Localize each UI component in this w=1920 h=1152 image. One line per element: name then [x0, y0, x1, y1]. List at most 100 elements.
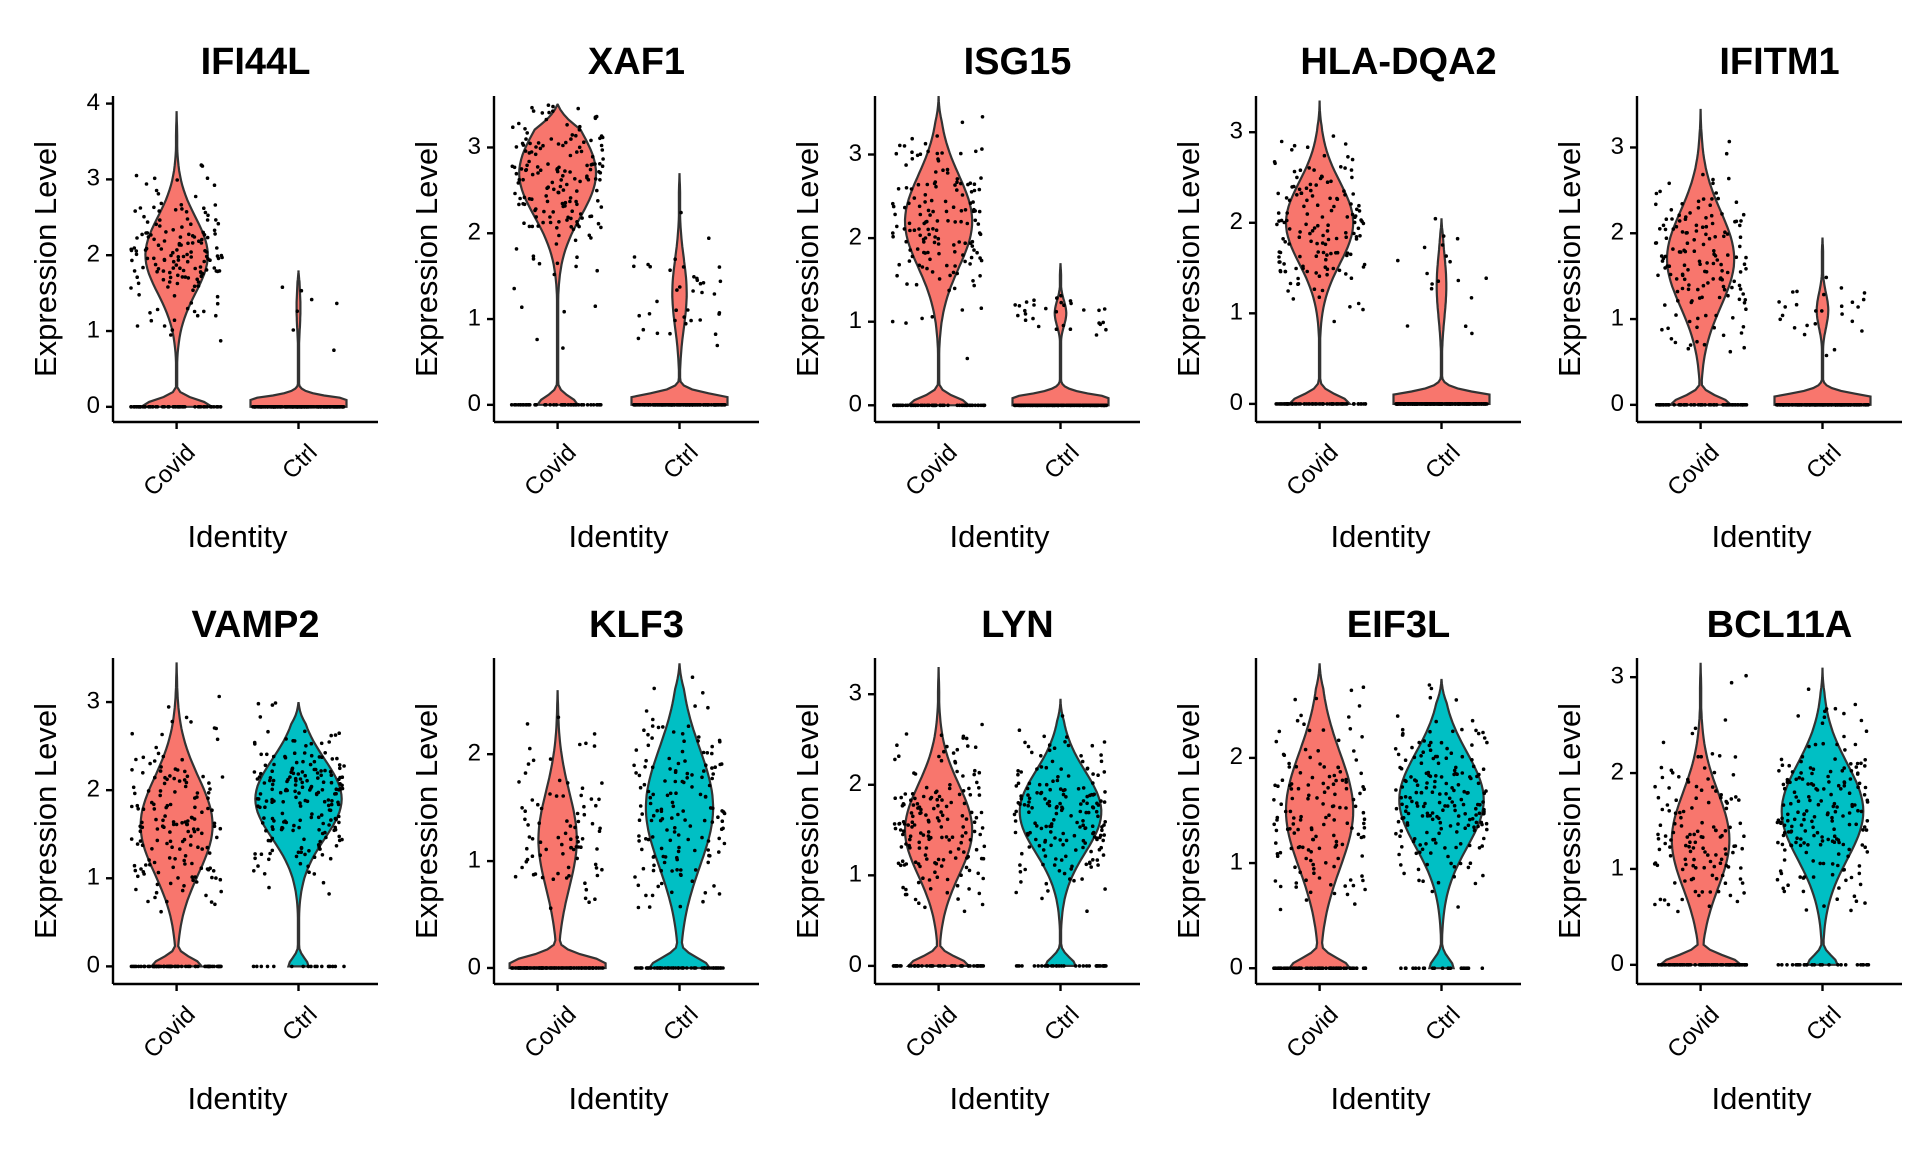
jitter-point — [925, 266, 929, 271]
jitter-point — [1818, 861, 1822, 866]
jitter-point — [1308, 890, 1313, 895]
jitter-point — [909, 403, 913, 408]
jitter-point — [1456, 905, 1460, 909]
jitter-point — [935, 219, 940, 223]
jitter-point — [578, 742, 582, 747]
jitter-point — [953, 964, 957, 968]
jitter-point — [531, 254, 536, 258]
jitter-point — [1430, 790, 1435, 794]
jitter-point — [275, 405, 280, 409]
jitter-point — [1720, 212, 1724, 216]
jitter-point — [680, 779, 685, 784]
jitter-point — [1449, 751, 1454, 755]
jitter-point — [1792, 790, 1797, 794]
jitter-point — [1820, 835, 1824, 839]
jitter-point — [1084, 964, 1089, 968]
jitter-point — [332, 348, 336, 353]
jitter-point — [1794, 302, 1799, 307]
jitter-point — [910, 825, 914, 829]
jitter-point — [1044, 403, 1049, 408]
jitter-point — [574, 133, 578, 138]
jitter-point — [901, 820, 906, 824]
jitter-point — [648, 801, 653, 806]
jitter-point — [949, 964, 954, 968]
jitter-point — [1452, 803, 1457, 808]
jitter-point — [133, 791, 137, 796]
y-axis-label: Expression Level — [1171, 703, 1206, 939]
jitter-point — [701, 750, 706, 755]
jitter-point — [1734, 219, 1739, 224]
jitter-point — [1445, 746, 1449, 751]
jitter-point — [159, 201, 164, 206]
jitter-point — [1694, 223, 1699, 228]
jitter-point — [1658, 897, 1663, 902]
jitter-point — [687, 403, 692, 407]
jitter-point — [1332, 818, 1336, 822]
jitter-point — [1430, 817, 1435, 822]
panel-title: IFI44L — [201, 41, 311, 83]
jitter-point — [190, 861, 194, 866]
jitter-point — [170, 845, 174, 849]
jitter-point — [932, 806, 936, 811]
jitter-point — [1030, 806, 1034, 810]
jitter-point — [910, 792, 915, 796]
jitter-point — [264, 828, 268, 833]
jitter-point — [928, 257, 932, 262]
jitter-point — [1862, 291, 1867, 295]
jitter-point — [167, 856, 172, 860]
jitter-point — [1480, 822, 1484, 827]
jitter-point — [1812, 833, 1816, 838]
jitter-point — [175, 964, 180, 969]
jitter-point — [574, 845, 579, 849]
jitter-point — [636, 883, 641, 888]
jitter-point — [979, 810, 984, 815]
jitter-point — [632, 264, 636, 269]
jitter-point — [155, 882, 160, 887]
jitter-point — [1450, 786, 1454, 790]
jitter-point — [1307, 402, 1312, 406]
jitter-point — [294, 760, 299, 765]
jitter-point — [896, 403, 900, 408]
jitter-point — [1679, 824, 1684, 828]
jitter-point — [154, 222, 158, 227]
jitter-point — [1363, 887, 1367, 892]
jitter-point — [1783, 848, 1787, 852]
jitter-point — [1677, 250, 1682, 254]
jitter-point — [974, 815, 979, 820]
jitter-point — [1859, 718, 1864, 723]
jitter-point — [1344, 780, 1348, 784]
jitter-point — [197, 239, 201, 243]
jitter-point — [531, 872, 536, 877]
jitter-point — [569, 403, 574, 407]
jitter-point — [1796, 799, 1801, 803]
jitter-point — [1707, 236, 1712, 241]
jitter-point — [918, 212, 923, 217]
jitter-point — [685, 776, 689, 780]
jitter-point — [1694, 784, 1699, 789]
jitter-point — [291, 828, 295, 833]
jitter-point — [691, 289, 695, 293]
jitter-point — [706, 705, 710, 710]
jitter-point — [1803, 829, 1808, 833]
jitter-point — [1099, 753, 1103, 757]
jitter-point — [270, 703, 275, 707]
jitter-point — [531, 109, 536, 113]
jitter-point — [1666, 902, 1671, 907]
jitter-point — [1850, 802, 1854, 807]
jitter-point — [708, 854, 712, 858]
jitter-point — [720, 819, 725, 823]
jitter-point — [567, 874, 571, 878]
y-tick-label: 0 — [468, 953, 481, 980]
jitter-point — [1482, 791, 1487, 795]
jitter-point — [659, 807, 664, 812]
jitter-point — [648, 795, 653, 800]
jitter-point — [700, 290, 704, 295]
jitter-point — [175, 248, 179, 252]
jitter-point — [582, 140, 586, 144]
jitter-point — [935, 151, 940, 156]
jitter-point — [942, 749, 946, 754]
jitter-point — [253, 742, 257, 746]
jitter-point — [536, 966, 540, 970]
jitter-point — [1780, 842, 1785, 847]
jitter-point — [910, 157, 915, 161]
